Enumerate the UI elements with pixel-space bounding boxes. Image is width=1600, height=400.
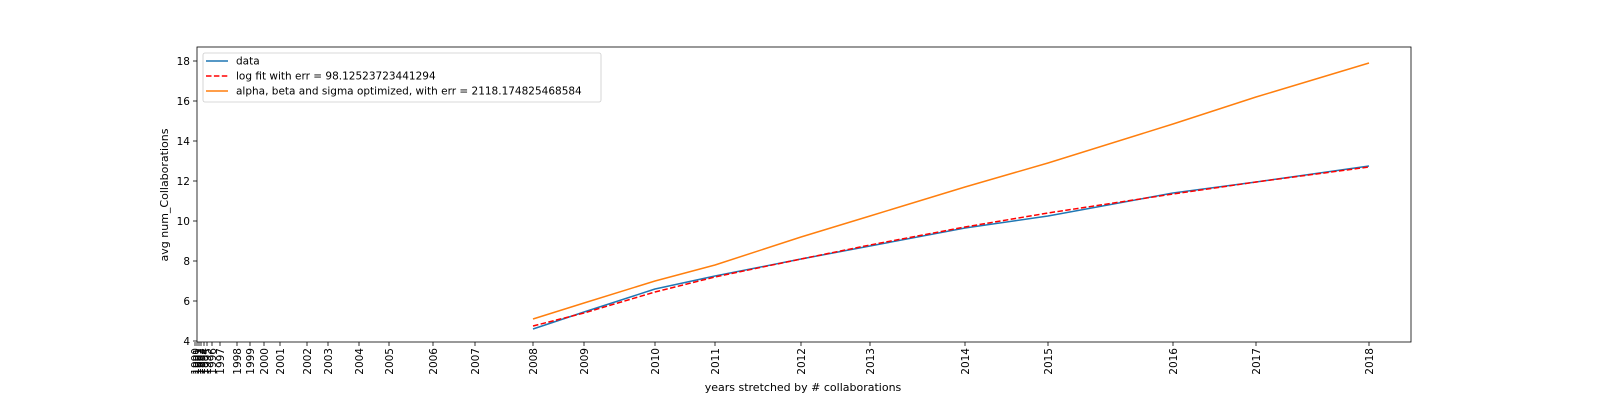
- x-tick-label: 2009: [579, 348, 591, 375]
- x-tick-label: 1998: [232, 348, 244, 375]
- legend-entry: log fit with err = 98.12523723441294: [236, 71, 436, 83]
- x-tick-label: 2008: [528, 348, 540, 375]
- x-tick-label: 1997: [215, 348, 227, 375]
- x-tick-label: 2007: [470, 348, 482, 375]
- x-tick-label: 2012: [796, 348, 808, 375]
- x-tick-label: 2014: [960, 348, 972, 375]
- x-axis-label: years stretched by # collaborations: [705, 381, 902, 394]
- legend-entry: alpha, beta and sigma optimized, with er…: [236, 86, 582, 98]
- legend-entry: data: [236, 56, 260, 68]
- x-tick-label: 2000: [259, 348, 271, 375]
- y-tick-label: 6: [183, 296, 190, 308]
- x-tick-label: 2013: [865, 348, 877, 375]
- x-tick-label: 2015: [1043, 348, 1055, 375]
- y-tick-label: 16: [177, 96, 191, 108]
- x-tick-label: 2018: [1364, 348, 1376, 375]
- x-tick-label: 2017: [1251, 348, 1263, 375]
- x-tick-label: 2011: [710, 348, 722, 375]
- x-tick-label: 2004: [354, 348, 366, 375]
- legend: data log fit with err = 98.12523723441294…: [203, 53, 601, 102]
- y-axis-label: avg num_Collaborations: [158, 128, 171, 261]
- x-tick-label: 2006: [428, 348, 440, 375]
- y-tick-label: 8: [183, 256, 190, 268]
- y-tick-label: 18: [177, 56, 190, 68]
- x-tick-label: 2002: [302, 348, 314, 375]
- y-tick-label: 10: [177, 216, 190, 228]
- x-tick-label: 2001: [275, 348, 287, 375]
- x-tick-label: 2010: [650, 348, 662, 375]
- x-tick-label: 1999: [245, 348, 257, 375]
- x-tick-label: 2005: [384, 348, 396, 375]
- y-tick-label: 14: [177, 136, 191, 148]
- y-tick-label: 4: [183, 336, 190, 348]
- x-tick-label: 2016: [1168, 348, 1180, 375]
- y-tick-label: 12: [177, 176, 190, 188]
- x-tick-label: 2003: [323, 348, 335, 375]
